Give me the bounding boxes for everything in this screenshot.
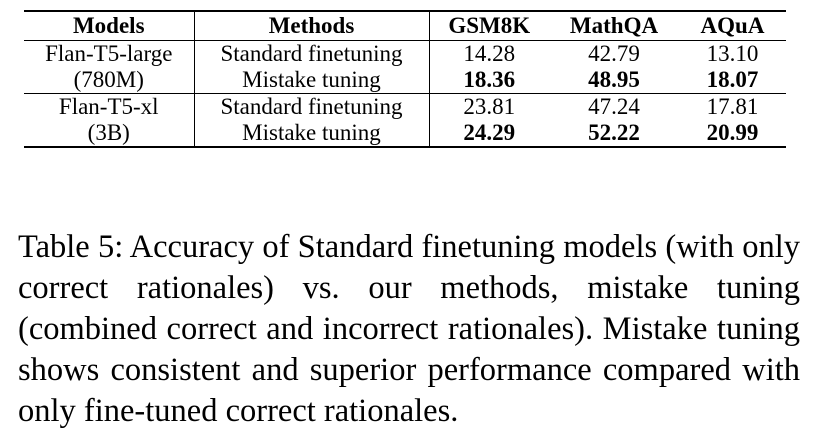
gsm8k-cell: 18.36 (429, 67, 549, 94)
table-header-row: Models Methods GSM8K MathQA AQuA (24, 10, 786, 41)
gsm8k-cell: 24.29 (429, 120, 549, 148)
method-cell: Standard finetuning (194, 93, 430, 120)
header-mathqa: MathQA (549, 10, 679, 41)
model-size-cell: (780M) (24, 67, 195, 94)
gsm8k-cell: 14.28 (463, 41, 516, 66)
header-aqua: AQuA (679, 10, 786, 41)
mathqa-cell: 48.95 (549, 67, 679, 94)
model-name-cell: Flan-T5-xl (24, 93, 195, 120)
table-row: Flan-T5-xl Standard finetuning 23.81 47.… (24, 93, 786, 120)
mathqa-cell: 47.24 (588, 94, 640, 119)
aqua-cell: 18.07 (679, 67, 786, 94)
table-row: Flan-T5-large Standard finetuning 14.28 … (24, 40, 786, 67)
aqua-cell: 17.81 (706, 94, 759, 119)
results-table: Models Methods GSM8K MathQA AQuA Flan-T5… (24, 10, 786, 148)
results-table-container: Models Methods GSM8K MathQA AQuA Flan-T5… (24, 10, 786, 148)
mathqa-cell: 52.22 (549, 120, 679, 148)
table-caption: Table 5: Accuracy of Standard finetuning… (18, 228, 800, 429)
table-row: (780M) Mistake tuning 18.36 48.95 18.07 (24, 67, 786, 94)
method-cell: Standard finetuning (194, 40, 430, 67)
model-name-cell: Flan-T5-large (24, 40, 195, 67)
model-size-cell: (3B) (24, 120, 195, 148)
gsm8k-cell: 23.81 (463, 94, 516, 119)
aqua-cell: 13.10 (706, 41, 759, 66)
header-models: Models (24, 10, 195, 41)
method-cell: Mistake tuning (194, 67, 430, 94)
table-row: (3B) Mistake tuning 24.29 52.22 20.99 (24, 120, 786, 148)
mathqa-cell: 42.79 (588, 41, 640, 66)
method-cell: Mistake tuning (194, 120, 430, 148)
header-gsm8k: GSM8K (429, 10, 549, 41)
header-methods: Methods (194, 10, 430, 41)
aqua-cell: 20.99 (679, 120, 786, 148)
